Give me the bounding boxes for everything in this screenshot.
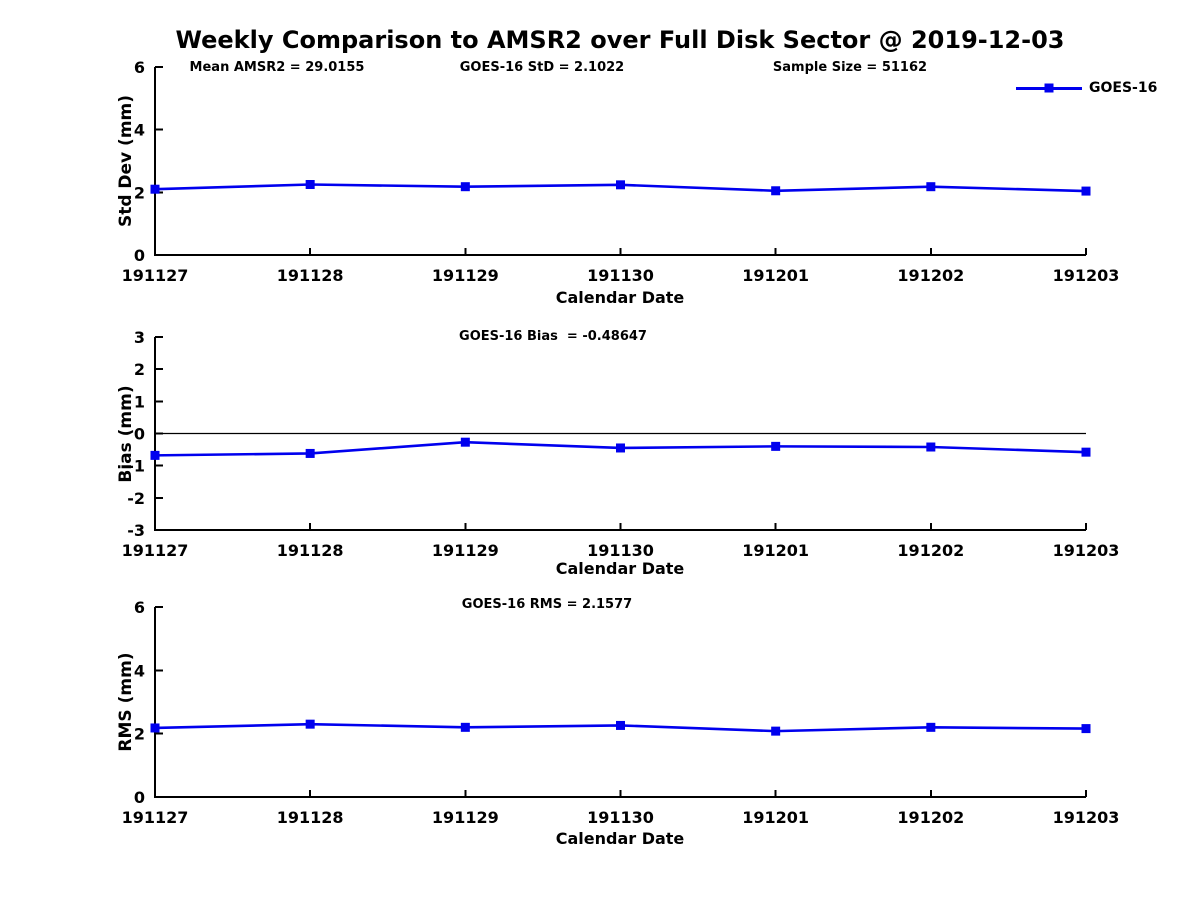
legend-marker	[1044, 83, 1054, 93]
data-marker	[305, 719, 315, 729]
y-tick-label: 4	[134, 121, 145, 140]
x-tick-label: 191129	[432, 541, 499, 560]
data-marker	[1081, 724, 1091, 734]
x-tick-label: 191127	[122, 808, 189, 827]
x-tick-label: 191128	[277, 266, 344, 285]
rms-x-axis-label: Calendar Date	[555, 829, 685, 848]
x-tick-label: 191127	[122, 266, 189, 285]
data-marker	[926, 722, 936, 732]
x-tick-label: 191201	[742, 266, 809, 285]
data-marker	[460, 437, 470, 447]
subplot-bias: -3 -2 -1 0 1 2 3 191127 191128 191129 191130 191201…	[122, 328, 1120, 560]
y-tick-label: 2	[134, 360, 145, 379]
data-marker	[305, 448, 315, 458]
data-marker	[616, 443, 625, 453]
y-tick-label: 1	[134, 392, 145, 411]
x-tick-label: 191128	[277, 541, 344, 560]
legend-series-label: GOES-16	[1089, 80, 1158, 96]
y-tick-label: 6	[134, 598, 145, 617]
rms-y-axis-label: RMS (mm)	[116, 652, 136, 752]
data-marker	[150, 723, 160, 733]
data-marker	[1081, 186, 1091, 196]
y-tick-label: 2	[134, 725, 145, 744]
x-tick-label: 191202	[897, 541, 964, 560]
x-tick-label: 191203	[1053, 541, 1120, 560]
data-marker	[926, 182, 936, 192]
y-tick-label: 0	[134, 788, 145, 807]
x-tick-label: 191127	[122, 541, 189, 560]
subplot-stddev: 0 2 4 6 191127 191128 191129 191130 191201 191202…	[122, 58, 1120, 285]
data-marker	[616, 720, 625, 730]
data-marker	[771, 186, 781, 196]
x-tick-label: 191201	[742, 808, 809, 827]
data-marker	[460, 182, 470, 192]
axis-spines	[154, 607, 1086, 798]
subplot-rms: 0 2 4 6 191127 191128 191129 191130 191201 191202…	[122, 598, 1120, 827]
x-tick-label: 191203	[1053, 266, 1120, 285]
axis-spines	[154, 67, 1086, 256]
y-tick-label: -1	[127, 457, 145, 476]
annotation-mean-amsr2: Mean AMSR2 = 29.0155	[189, 60, 365, 75]
bias-x-axis-label: Calendar Date	[555, 559, 685, 578]
x-tick-label: 191202	[897, 808, 964, 827]
stddev-y-axis-label: Std Dev (mm)	[116, 94, 136, 228]
y-tick-label: -2	[127, 489, 145, 508]
data-marker	[771, 726, 781, 736]
annotation-goes16-bias: GOES-16 Bias = -0.48647	[459, 329, 647, 344]
annotation-goes16-rms: GOES-16 RMS = 2.1577	[461, 597, 633, 612]
bias-y-axis-label: Bias (mm)	[116, 385, 136, 483]
data-marker	[771, 441, 781, 451]
stddev-x-axis-label: Calendar Date	[555, 288, 685, 307]
y-tick-label: 6	[134, 58, 145, 77]
data-marker	[305, 180, 315, 189]
x-tick-label: 191129	[432, 266, 499, 285]
data-marker	[926, 442, 936, 452]
y-tick-label: 4	[134, 661, 145, 680]
data-marker	[150, 184, 160, 194]
x-tick-label: 191201	[742, 541, 809, 560]
data-marker	[460, 722, 470, 732]
y-tick-label: -3	[127, 521, 145, 540]
x-tick-label: 191203	[1053, 808, 1120, 827]
legend-line-sample	[1016, 83, 1082, 93]
data-marker	[616, 180, 625, 190]
figure-title: Weekly Comparison to AMSR2 over Full Dis…	[175, 26, 1065, 54]
y-tick-label: 3	[134, 328, 145, 347]
data-marker	[1081, 447, 1091, 457]
x-tick-label: 191130	[587, 266, 654, 285]
annotation-goes16-std: GOES-16 StD = 2.1022	[459, 60, 625, 75]
legend: GOES-16	[1016, 80, 1158, 96]
annotation-sample-size: Sample Size = 51162	[772, 60, 928, 75]
x-tick-label: 191129	[432, 808, 499, 827]
y-tick-label: 0	[134, 425, 145, 444]
x-tick-label: 191130	[587, 541, 654, 560]
x-tick-label: 191202	[897, 266, 964, 285]
x-tick-label: 191128	[277, 808, 344, 827]
data-marker	[150, 450, 160, 460]
x-tick-label: 191130	[587, 808, 654, 827]
y-tick-label: 0	[134, 246, 145, 265]
y-tick-label: 2	[134, 183, 145, 202]
